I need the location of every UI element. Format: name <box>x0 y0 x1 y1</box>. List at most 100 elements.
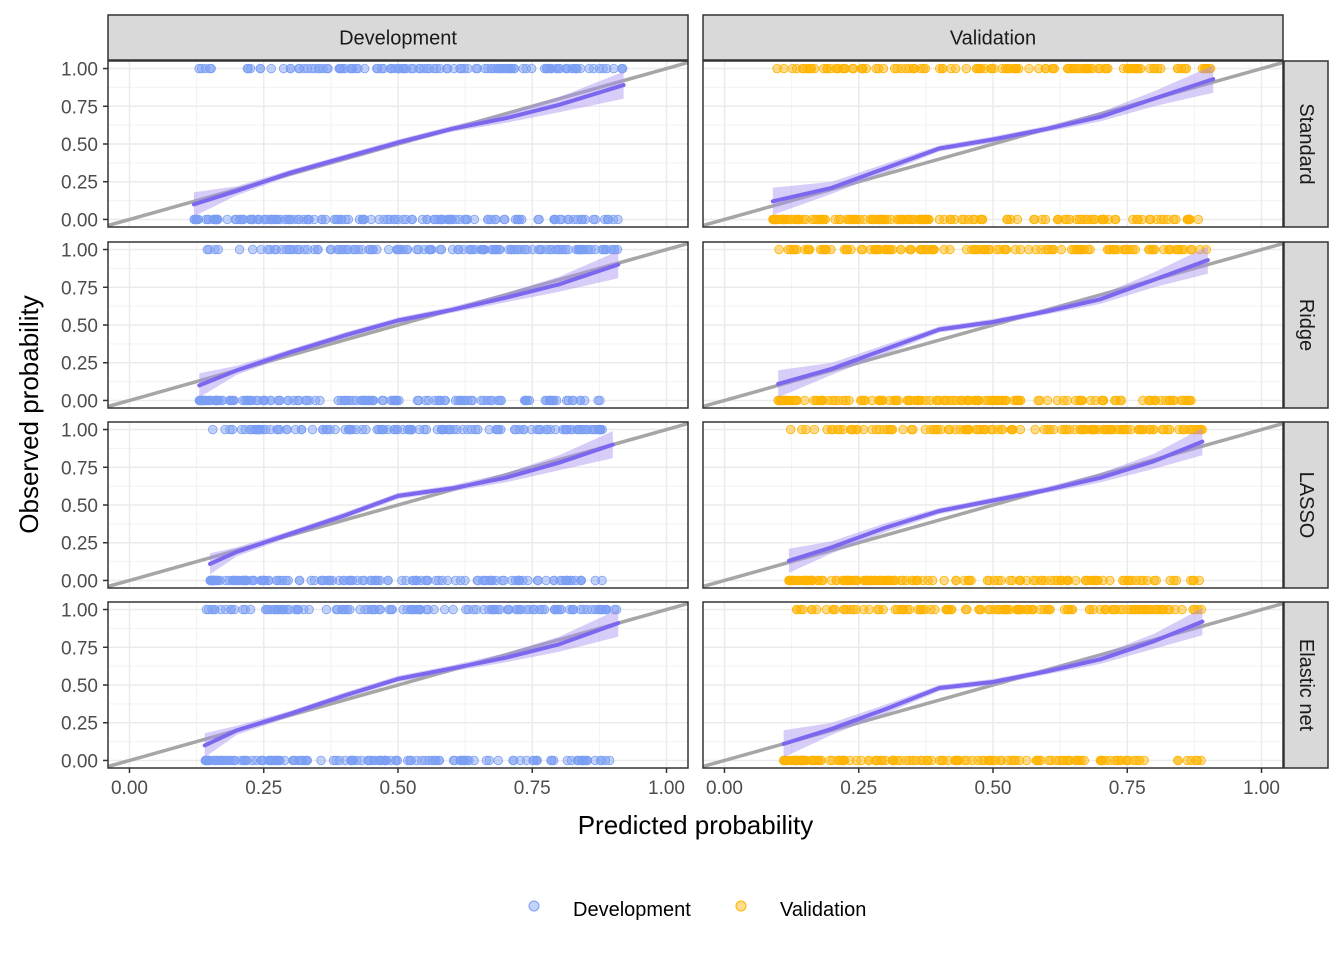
observation-point <box>1164 604 1175 615</box>
observation-point <box>436 214 447 225</box>
observation-point <box>447 214 457 225</box>
observation-point <box>1124 575 1135 586</box>
observation-point <box>562 755 573 766</box>
observation-point <box>1059 424 1070 435</box>
y-axis-title: Observed probability <box>14 295 44 533</box>
x-tick-label: 0.25 <box>840 778 877 799</box>
observation-point <box>407 214 417 225</box>
observation-point <box>228 755 239 766</box>
panel-standard-validation <box>702 60 1284 228</box>
observation-point <box>419 63 429 74</box>
observation-point <box>1176 63 1187 74</box>
observation-point <box>1171 214 1181 225</box>
observation-point <box>450 575 461 586</box>
observation-point <box>519 244 530 255</box>
observation-point <box>785 244 796 255</box>
strip-label: Elastic net <box>1295 639 1317 732</box>
observation-point <box>294 575 305 586</box>
observation-point <box>210 395 220 406</box>
observation-point <box>495 604 505 615</box>
observation-point <box>402 244 412 255</box>
observation-point <box>1042 395 1053 406</box>
calibration-curve <box>202 621 621 748</box>
observation-point <box>918 63 929 74</box>
observation-point <box>1159 244 1169 255</box>
observation-point <box>1005 63 1016 74</box>
observation-point <box>1006 214 1016 225</box>
observation-point <box>401 63 411 74</box>
observation-point <box>272 214 283 225</box>
observation-point <box>994 244 1005 255</box>
observation-point <box>214 755 225 766</box>
observation-point <box>375 604 385 615</box>
observation-point <box>1077 424 1087 435</box>
observation-point <box>1015 244 1026 255</box>
observation-point <box>1033 63 1044 74</box>
observation-points <box>778 604 1207 766</box>
observation-point <box>1080 424 1091 435</box>
observation-point <box>331 755 341 766</box>
observation-point <box>259 214 270 225</box>
observation-point <box>830 395 840 406</box>
observation-point <box>1023 604 1033 615</box>
observation-point <box>928 244 938 255</box>
observation-point <box>926 424 936 435</box>
y-tick-label: 0.75 <box>61 638 98 659</box>
observation-point <box>1152 63 1163 74</box>
observation-point <box>804 244 814 255</box>
observation-points <box>773 244 1212 406</box>
observation-point <box>979 755 990 766</box>
observation-point <box>363 395 374 406</box>
calibration-curve <box>197 262 621 388</box>
observation-point <box>271 244 281 255</box>
observation-point <box>201 214 211 225</box>
observation-point <box>960 604 971 615</box>
observation-point <box>1074 214 1085 225</box>
x-axis-title: Predicted probability <box>578 810 814 840</box>
observation-point <box>325 575 335 586</box>
observation-point <box>1088 604 1099 615</box>
observation-points <box>189 63 628 225</box>
observation-point <box>376 755 386 766</box>
observation-point <box>207 575 218 586</box>
observation-point <box>572 424 582 435</box>
observation-point <box>946 604 956 615</box>
calibration-curve <box>208 442 615 566</box>
observation-point <box>547 244 557 255</box>
observation-point <box>896 63 906 74</box>
observation-point <box>1152 604 1162 615</box>
observation-point <box>838 575 848 586</box>
observation-point <box>1152 214 1162 225</box>
y-tick-label: 0.50 <box>61 316 98 337</box>
observation-point <box>598 63 608 74</box>
observation-point <box>790 575 801 586</box>
observation-point <box>841 395 851 406</box>
observation-point <box>471 604 482 615</box>
observation-point <box>242 575 252 586</box>
observation-point <box>484 755 494 766</box>
observation-point <box>1001 244 1012 255</box>
observation-point <box>849 214 860 225</box>
observation-point <box>535 604 545 615</box>
observation-point <box>532 575 543 586</box>
observation-point <box>1176 244 1187 255</box>
observation-point <box>412 244 422 255</box>
observation-point <box>594 63 605 74</box>
observation-point <box>770 214 780 225</box>
observation-point <box>210 575 220 586</box>
observation-point <box>209 214 220 225</box>
observation-point <box>1048 244 1059 255</box>
observation-point <box>448 424 459 435</box>
observation-point <box>408 63 418 74</box>
observation-point <box>781 755 791 766</box>
observation-point <box>1130 63 1140 74</box>
observation-point <box>226 604 236 615</box>
observation-point <box>395 244 406 255</box>
observation-point <box>272 604 283 615</box>
observation-point <box>283 395 293 406</box>
observation-points <box>205 424 607 586</box>
observation-point <box>1111 395 1121 406</box>
observation-point <box>196 63 207 74</box>
observation-point <box>342 395 352 406</box>
observation-point <box>872 214 882 225</box>
